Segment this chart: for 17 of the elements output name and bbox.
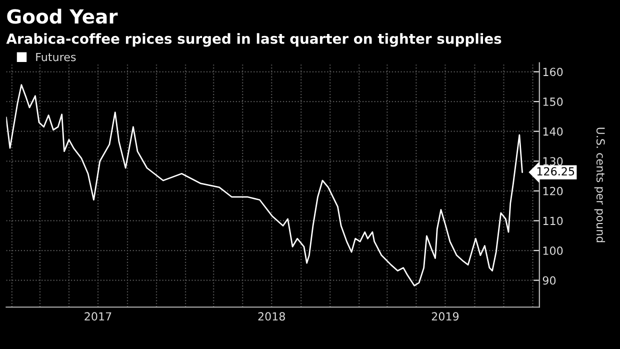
y-axis-title: U.S. cents per pound [594,128,606,242]
x-tick-label: 2017 [84,312,112,321]
y-tick-label: 100 [543,246,563,255]
chart-subtitle: Arabica-coffee rpices surged in last quarter on tighter supplies [6,33,502,47]
y-tick-label: 90 [542,276,556,285]
y-tick-label: 160 [543,68,563,76]
y-tick-label: 110 [543,216,563,226]
y-tick-label: 150 [543,98,563,106]
x-tick-label: 2018 [258,312,285,321]
y-tick-label: 120 [543,186,563,196]
legend-label: Futures [36,52,76,62]
y-tick-label: 130 [543,157,563,166]
line-series [6,84,523,286]
y-tick-label: 140 [543,127,563,136]
chart-title: Good Year [7,8,118,24]
annotation: 126.25 [537,167,574,176]
x-tick-label: 2019 [432,312,459,321]
